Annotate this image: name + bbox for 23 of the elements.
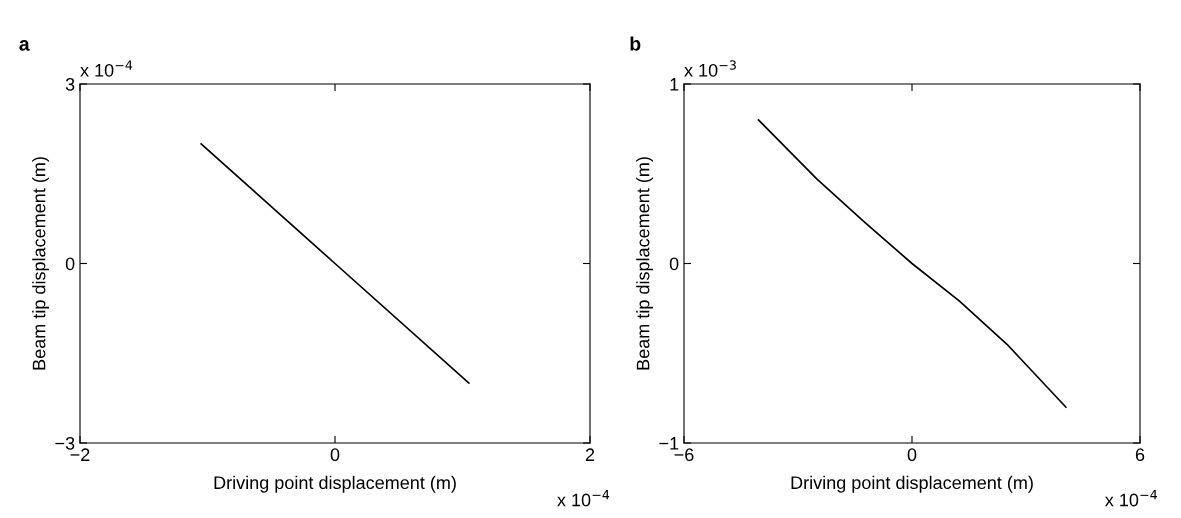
y-axis-title: Beam tip displacement (m) [636, 157, 653, 370]
chart-title: b [630, 36, 641, 51]
text: x 10$^{−4}$ [80, 60, 133, 77]
y-axis-title: Beam tip displacement (m) [32, 157, 49, 370]
text: x 10$^{−4}$ [1105, 490, 1158, 507]
text: x 10$^{−3}$ [684, 60, 736, 77]
x-tick-label: 0 [330, 448, 340, 462]
x-tick-label: −2 [70, 448, 90, 461]
x-tick-label: −6 [674, 448, 694, 462]
x-tick-label: 2 [585, 448, 595, 461]
text: x 10$^{−4}$ [557, 490, 610, 507]
x-axis-title: Driving point displacement (m) [791, 475, 1033, 493]
y-tick-label: 1 [670, 78, 679, 91]
chart-title: a [19, 40, 30, 51]
y-tick-label: 0 [65, 257, 75, 271]
x-axis-title: Driving point displacement (m) [214, 475, 456, 493]
x-tick-label: 0 [907, 448, 917, 462]
y-tick-label: 0 [669, 257, 679, 271]
y-tick-label: 3 [65, 77, 75, 91]
x-tick-label: 6 [1135, 448, 1145, 462]
y-tick-label: −3 [55, 436, 75, 450]
line-series [757, 119, 1067, 408]
y-tick-label: −1 [659, 437, 679, 450]
